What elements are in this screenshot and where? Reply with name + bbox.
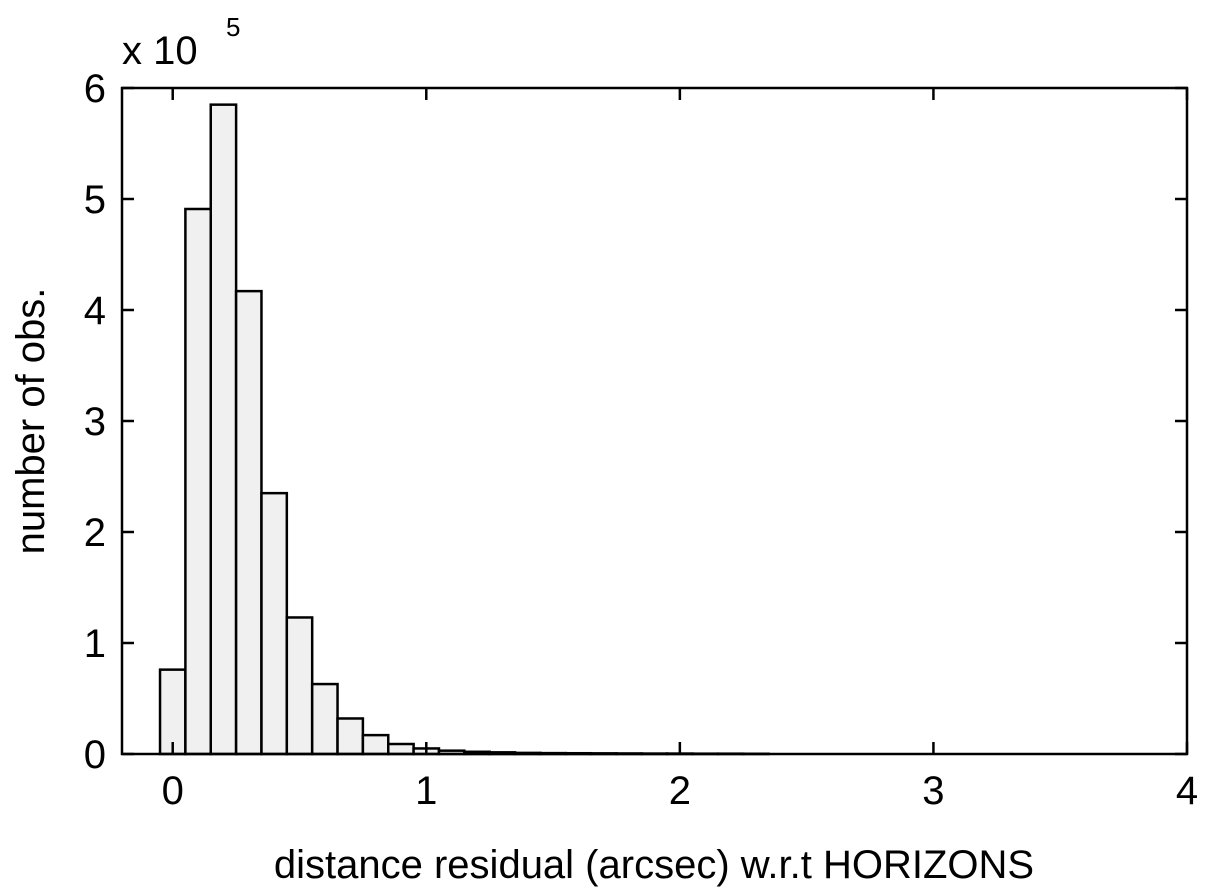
histogram-bar — [158, 668, 187, 756]
y-tick-label: 0 — [84, 733, 106, 777]
y-tick-label: 3 — [84, 400, 106, 444]
y-multiplier-base: x 10 — [122, 29, 198, 73]
y-multiplier-exponent: 5 — [226, 12, 240, 42]
y-axis-label: number of obs. — [9, 288, 53, 555]
histogram-bar — [234, 289, 263, 756]
x-axis-label: distance residual (arcsec) w.r.t HORIZON… — [274, 843, 1034, 887]
histogram-bar — [184, 207, 212, 756]
x-tick-label: 1 — [415, 769, 437, 813]
x-tick-label: 2 — [669, 769, 691, 813]
histogram-bars — [158, 103, 770, 756]
histogram-bar — [209, 103, 238, 756]
histogram-bar — [336, 717, 365, 756]
y-tick-label: 1 — [84, 622, 106, 666]
x-tick-label: 0 — [162, 769, 184, 813]
axis-ticks: 0 1 2 3 4 0 1 2 3 4 5 6 — [84, 67, 1198, 813]
y-tick-label: 4 — [84, 289, 106, 333]
histogram-bar — [361, 733, 390, 756]
histogram-bar — [285, 616, 314, 756]
y-tick-label: 6 — [84, 67, 106, 111]
x-tick-label: 4 — [1176, 769, 1198, 813]
histogram-bar — [387, 742, 415, 756]
histogram-bar — [260, 491, 289, 756]
y-tick-label: 5 — [84, 178, 106, 222]
histogram-bar — [310, 682, 339, 756]
y-tick-label: 2 — [84, 511, 106, 555]
x-tick-label: 3 — [922, 769, 944, 813]
